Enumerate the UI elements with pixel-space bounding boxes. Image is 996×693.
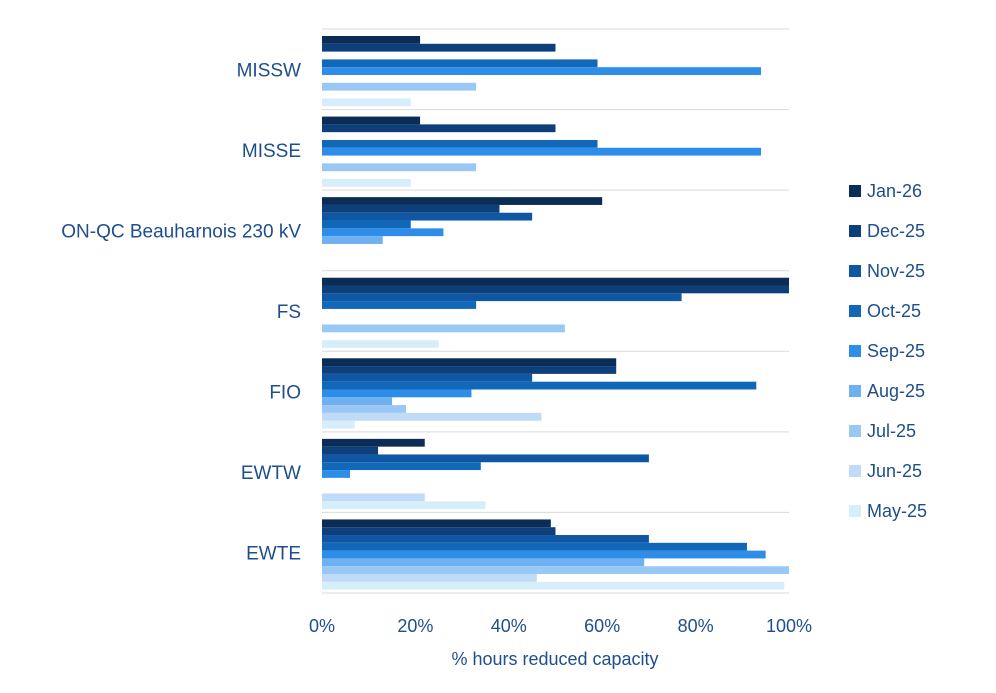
bar	[322, 293, 682, 302]
x-tick-labels: 0% 20% 40% 60% 80% 100%	[309, 616, 812, 636]
bar	[322, 438, 425, 447]
bar	[322, 501, 486, 510]
bar	[322, 163, 477, 172]
bar	[322, 366, 617, 374]
bar	[322, 470, 351, 478]
category-label: FS	[277, 302, 301, 323]
legend-label: Dec-25	[867, 221, 925, 241]
bar	[322, 462, 481, 471]
legend-swatch	[849, 305, 861, 317]
category-labels: MISSW MISSE ON-QC Beauharnois 230 kV FS FIO E…	[61, 60, 301, 564]
legend: Jan-26 Dec-25 Nov-25 Oct-25 Sep-25 Aug-25 Jul-…	[849, 181, 927, 521]
x-tick-label: 100%	[766, 616, 812, 636]
legend-swatch	[849, 345, 861, 357]
bar	[322, 389, 472, 398]
legend-label: Jun-25	[867, 461, 922, 481]
bar	[322, 204, 500, 213]
category-label: EWTE	[246, 544, 301, 565]
legend-swatch	[849, 225, 861, 237]
bar	[322, 527, 556, 536]
bar	[322, 59, 598, 68]
legend-label: Jan-26	[867, 181, 922, 201]
x-tick-label: 0%	[309, 616, 335, 636]
bar	[322, 82, 477, 91]
bar	[322, 558, 645, 567]
category-label: ON-QC Beauharnois 230 kV	[61, 221, 301, 242]
x-axis-title: % hours reduced capacity	[451, 649, 658, 669]
category-label: EWTW	[241, 463, 301, 484]
bar	[322, 36, 421, 44]
legend-swatch	[849, 505, 861, 517]
legend-label: Nov-25	[867, 261, 925, 281]
bar	[322, 381, 757, 390]
bar	[322, 116, 421, 125]
x-tick-label: 80%	[678, 616, 714, 636]
bar	[322, 358, 617, 367]
x-tick-label: 40%	[491, 616, 527, 636]
bar	[322, 147, 761, 156]
bar	[322, 373, 533, 382]
category-separators	[322, 28, 789, 594]
bar	[322, 535, 649, 543]
bar	[322, 446, 379, 455]
bar	[322, 43, 556, 52]
legend-swatch	[849, 265, 861, 277]
bar	[322, 236, 383, 244]
legend-swatch	[849, 465, 861, 477]
legend-label: Aug-25	[867, 381, 925, 401]
bar	[322, 340, 439, 348]
bars-group	[322, 36, 789, 590]
bar	[322, 550, 766, 559]
bar	[322, 405, 407, 413]
bar	[322, 566, 789, 575]
bar	[322, 397, 393, 406]
legend-swatch	[849, 385, 861, 397]
bar	[322, 420, 355, 429]
category-label: FIO	[269, 383, 301, 404]
category-label: MISSW	[237, 60, 301, 81]
legend-swatch	[849, 185, 861, 197]
legend-label: Oct-25	[867, 301, 921, 321]
category-label: MISSE	[242, 141, 301, 162]
bar	[322, 67, 761, 75]
bar	[322, 493, 425, 502]
bar	[322, 454, 649, 463]
legend-swatch	[849, 425, 861, 437]
legend-label: May-25	[867, 501, 927, 521]
x-tick-label: 20%	[397, 616, 433, 636]
bar	[322, 574, 537, 582]
bar	[322, 212, 533, 221]
bar	[322, 301, 477, 309]
bar	[322, 412, 542, 421]
bar	[322, 124, 556, 133]
bar	[322, 519, 551, 528]
x-tick-label: 60%	[584, 616, 620, 636]
bar	[322, 581, 785, 590]
legend-label: Jul-25	[867, 421, 916, 441]
bar	[322, 228, 444, 237]
bar	[322, 542, 747, 551]
bar	[322, 285, 789, 294]
bar	[322, 277, 789, 286]
bar	[322, 139, 598, 148]
bar	[322, 324, 565, 333]
bar	[322, 178, 411, 187]
bar	[322, 197, 603, 205]
bar	[322, 220, 411, 229]
legend-label: Sep-25	[867, 341, 925, 361]
bar	[322, 98, 411, 107]
